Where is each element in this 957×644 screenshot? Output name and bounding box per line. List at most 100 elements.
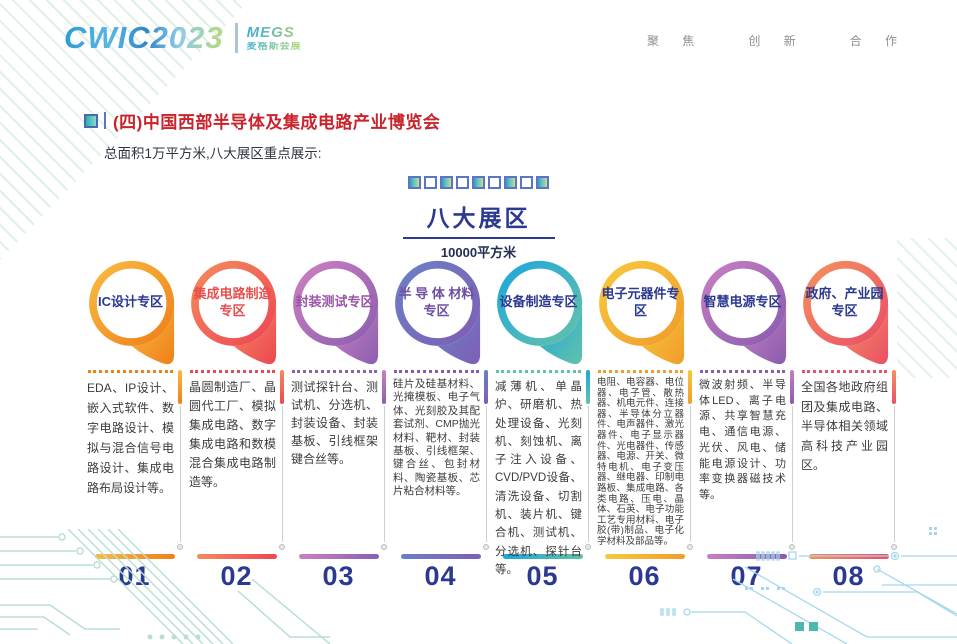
connector-bar bbox=[484, 370, 488, 404]
zone-text-area: 减薄机、单晶炉、研磨机、热处理设备、光刻机、刻蚀机、离子注入设备、CVD/PVD… bbox=[494, 370, 591, 576]
square-icon bbox=[472, 176, 485, 189]
circuit-decoration-left bbox=[0, 529, 330, 644]
connector-dot bbox=[891, 544, 897, 550]
zone-title: 电子元器件专区 bbox=[601, 285, 680, 318]
dotted-divider bbox=[88, 370, 173, 373]
zone-number-line bbox=[298, 554, 379, 559]
zone-title: 封装测试专区 bbox=[295, 294, 374, 310]
zone-column: 政府、产业园专区全国各地政府组团及集成电路、半导体相关领域高科技产业园区。 08 bbox=[800, 258, 897, 592]
square-icon bbox=[488, 176, 501, 189]
zone-text-area: 测试探针台、测试机、分选机、封装设备、封装基板、引线框架键合丝等。 bbox=[290, 370, 387, 550]
zone-number: 04 bbox=[424, 561, 457, 591]
square-icon bbox=[424, 176, 437, 189]
zone-badge: 电子元器件专区 bbox=[596, 258, 693, 370]
connector-bar bbox=[790, 370, 794, 404]
connector-line bbox=[180, 406, 181, 542]
connector-line bbox=[588, 406, 589, 542]
zone-badge: 半 导 体 材料专区 bbox=[392, 258, 489, 370]
zones-row: IC设计专区 EDA、IP设计、嵌入式软件、数字电路设计、模拟与混合信号电路设计、… bbox=[86, 258, 897, 592]
connector-dot bbox=[381, 544, 387, 550]
section-subheading: 10000平方米 bbox=[440, 245, 517, 260]
page-title: (四)中国西部半导体及集成电路产业博览会 bbox=[113, 113, 441, 132]
zone-description: 减薄机、单晶炉、研磨机、热处理设备、光刻机、刻蚀机、离子注入设备、CVD/PVD… bbox=[495, 381, 582, 576]
zone-badge: 智慧电源专区 bbox=[698, 258, 795, 370]
slogan-item: 创 新 bbox=[748, 34, 806, 48]
zone-description: 晶圆制造厂、晶圆代工厂、模拟集成电路、数字集成电路和数模混合集成电路制造等。 bbox=[189, 380, 276, 489]
ring-pin-icon bbox=[497, 260, 583, 365]
ring-pin-icon bbox=[599, 260, 685, 365]
square-icon bbox=[440, 176, 453, 189]
zone-text-area: 全国各地政府组团及集成电路、半导体相关领域高科技产业园区。 bbox=[800, 370, 897, 550]
connector-bar bbox=[280, 370, 284, 404]
zone-badge: 封装测试专区 bbox=[290, 258, 387, 370]
logo-organizer: MEGS 麦格斯会展 bbox=[247, 25, 302, 52]
zone-badge: 政府、产业园专区 bbox=[800, 258, 897, 370]
circuit-decoration-right bbox=[660, 527, 957, 644]
page-subtitle: 总面积1万平方米,八大展区重点展示: bbox=[104, 146, 322, 161]
dotted-divider bbox=[700, 370, 785, 373]
square-icon bbox=[504, 176, 517, 189]
zone-title: 设备制造专区 bbox=[499, 294, 578, 310]
zone-text-area: 电阻、电容器、电位器、电子管、散热器、机电元件、连接器、半导体分立器件、电声器件… bbox=[596, 370, 693, 550]
zone-column: 智慧电源专区微波射频、半导体LED、离子电源、共享智慧充电、通信电源、光伏、风电… bbox=[698, 258, 795, 592]
zone-badge: 设备制造专区 bbox=[494, 258, 591, 370]
section-underline bbox=[402, 237, 555, 239]
zone-description: EDA、IP设计、嵌入式软件、数字电路设计、模拟与混合信号电路设计、集成电路布局… bbox=[87, 381, 174, 495]
zone-title: 智慧电源专区 bbox=[703, 294, 782, 310]
zone-badge: 集成电路制造专区 bbox=[188, 258, 285, 370]
zone-text-area: 微波射频、半导体LED、离子电源、共享智慧充电、通信电源、光伏、风电、储能电源设… bbox=[698, 370, 795, 550]
title-row: (四)中国西部半导体及集成电路产业博览会 bbox=[84, 108, 440, 133]
ring-pin-icon bbox=[191, 260, 277, 365]
zone-title: IC设计专区 bbox=[97, 294, 163, 310]
zone-number-line bbox=[400, 554, 481, 559]
connector-dot bbox=[585, 544, 591, 550]
logo-brand: CWIC bbox=[64, 20, 151, 55]
zone-text-area: EDA、IP设计、嵌入式软件、数字电路设计、模拟与混合信号电路设计、集成电路布局… bbox=[86, 370, 183, 550]
connector-bar bbox=[688, 370, 692, 404]
connector-line bbox=[486, 406, 487, 542]
dotted-divider bbox=[190, 370, 275, 373]
connector-bar bbox=[382, 370, 386, 404]
zone-number-line bbox=[604, 554, 685, 559]
zone-number: 03 bbox=[322, 561, 355, 591]
zone-column: 集成电路制造专区 晶圆制造厂、晶圆代工厂、模拟集成电路、数字集成电路和数模混合集成… bbox=[188, 258, 285, 592]
diagonal-stripes-right bbox=[897, 238, 957, 378]
connector-line bbox=[894, 406, 895, 542]
zone-number: 08 bbox=[832, 561, 865, 591]
zone-text-area: 晶圆制造厂、晶圆代工厂、模拟集成电路、数字集成电路和数模混合集成电路制造等。 bbox=[188, 370, 285, 550]
connector-dot bbox=[177, 544, 183, 550]
zone-column: 设备制造专区减薄机、单晶炉、研磨机、热处理设备、光刻机、刻蚀机、离子注入设备、C… bbox=[494, 258, 591, 592]
dotted-divider bbox=[292, 370, 377, 373]
header-logo: CWIC2023 MEGS 麦格斯会展 bbox=[64, 20, 302, 56]
zone-column: 电子元器件专区电阻、电容器、电位器、电子管、散热器、机电元件、连接器、半导体分立… bbox=[596, 258, 693, 592]
zone-number-line bbox=[196, 554, 277, 559]
dotted-divider bbox=[496, 370, 581, 373]
square-icon bbox=[520, 176, 533, 189]
ring-pin-icon bbox=[293, 260, 379, 365]
logo-org-name-cn: 麦格斯会展 bbox=[246, 40, 302, 52]
connector-dot bbox=[789, 544, 795, 550]
connector-line bbox=[792, 406, 793, 542]
zone-description: 硅片及硅基材料、光掩模板、电子气体、光刻胶及其配套试剂、CMP抛光材料、靶材、封… bbox=[393, 378, 480, 498]
square-icon bbox=[408, 176, 421, 189]
zone-title: 半 导 体 材料专区 bbox=[398, 285, 475, 318]
zone-number: 05 bbox=[526, 561, 559, 591]
logo-divider bbox=[234, 23, 238, 53]
zone-title: 政府、产业园专区 bbox=[805, 285, 884, 318]
title-separator bbox=[104, 112, 106, 129]
dotted-divider bbox=[598, 370, 683, 373]
connector-line bbox=[384, 406, 385, 542]
ring-pin-icon bbox=[89, 260, 175, 365]
zone-column: IC设计专区 EDA、IP设计、嵌入式软件、数字电路设计、模拟与混合信号电路设计、… bbox=[86, 258, 183, 592]
connector-bar bbox=[892, 370, 896, 404]
dotted-divider bbox=[394, 370, 479, 373]
connector-dot bbox=[687, 544, 693, 550]
zone-description: 微波射频、半导体LED、离子电源、共享智慧充电、通信电源、光伏、风电、储能电源设… bbox=[699, 379, 786, 501]
square-icon bbox=[456, 176, 469, 189]
slogan-item: 合 作 bbox=[849, 34, 907, 48]
zone-number-line bbox=[706, 554, 787, 559]
connector-bar bbox=[586, 370, 590, 404]
zone-description: 全国各地政府组团及集成电路、半导体相关领域高科技产业园区。 bbox=[801, 380, 888, 472]
square-bullet-icon bbox=[84, 113, 98, 128]
slogan-item: 聚 焦 bbox=[646, 34, 705, 48]
